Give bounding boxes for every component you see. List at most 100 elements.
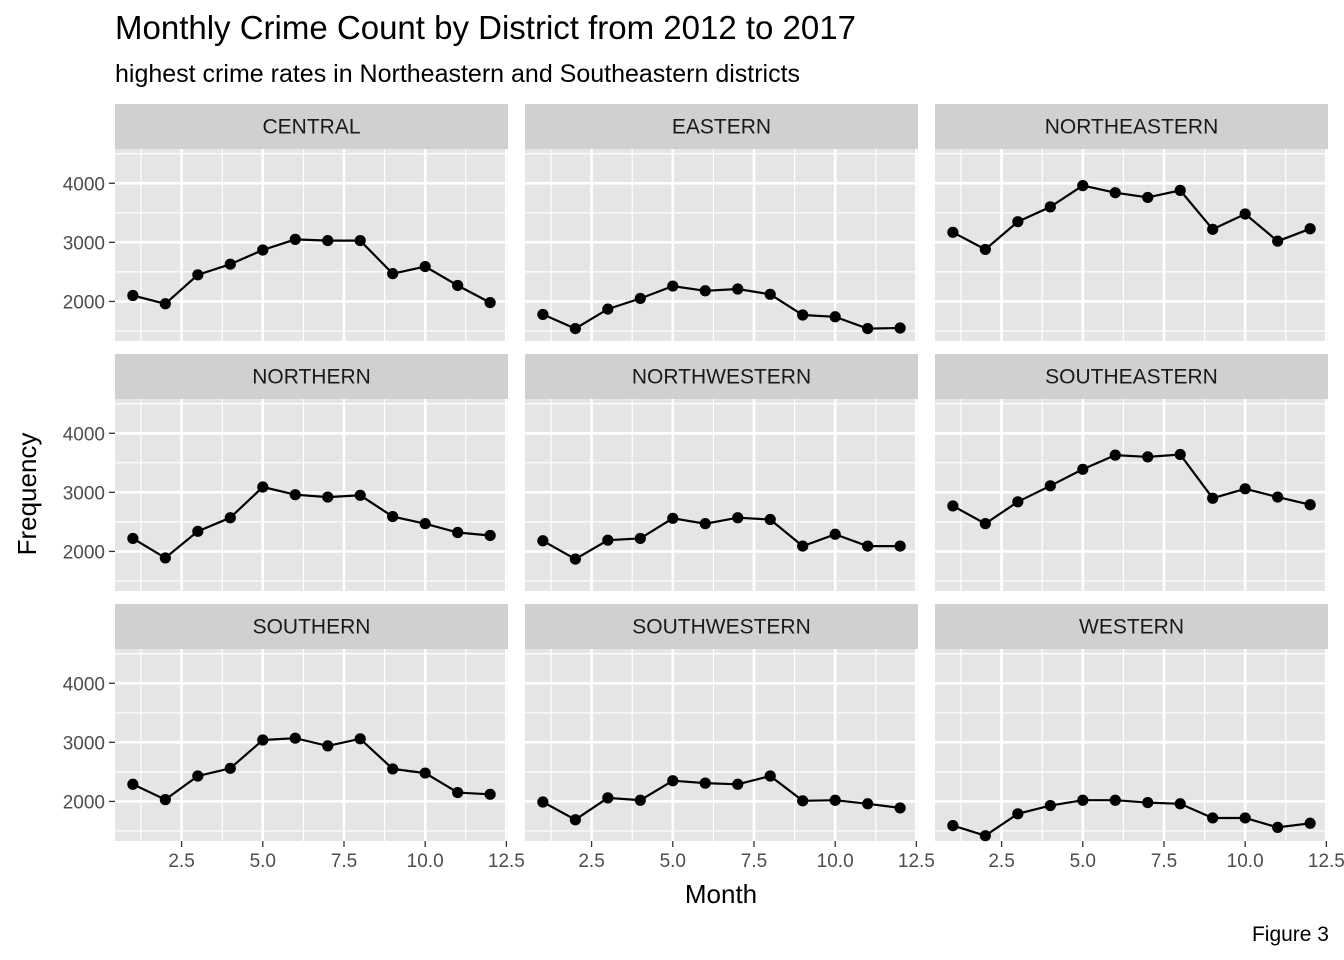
data-point-southern-9 (387, 763, 399, 775)
data-point-eastern-3 (602, 303, 614, 315)
data-point-southeastern-3 (1012, 496, 1024, 508)
x-tick-label: 5.0 (660, 851, 686, 872)
data-point-northwestern-9 (797, 540, 809, 552)
data-point-northern-1 (127, 532, 139, 545)
data-point-northeastern-11 (1272, 235, 1284, 247)
data-point-central-8 (354, 234, 366, 247)
data-point-southwestern-4 (634, 794, 646, 806)
y-axis-title: Frequency (12, 433, 42, 556)
data-point-southern-6 (289, 732, 301, 744)
data-point-northeastern-1 (947, 226, 959, 238)
strip-label-western: WESTERN (1079, 616, 1184, 639)
data-point-western-7 (1142, 797, 1154, 809)
data-point-western-8 (1174, 798, 1186, 810)
data-point-southern-5 (257, 734, 269, 746)
data-point-southern-7 (322, 740, 334, 752)
strip-eastern (525, 104, 918, 149)
data-point-eastern-5 (667, 280, 679, 292)
data-point-central-1 (127, 289, 139, 302)
facet-southeastern: SOUTHEASTERN (935, 354, 1328, 591)
data-point-southern-12 (484, 788, 496, 800)
data-point-southwestern-1 (537, 796, 549, 808)
facet-eastern: EASTERN (525, 104, 918, 341)
data-point-southwestern-6 (699, 777, 711, 789)
data-point-northwestern-7 (732, 512, 744, 524)
panel-bg-southern (115, 649, 508, 841)
facet-southwestern: SOUTHWESTERN (525, 604, 918, 841)
data-point-southern-10 (419, 767, 431, 779)
data-point-eastern-8 (764, 288, 776, 300)
data-point-northeastern-6 (1109, 187, 1121, 199)
facet-southern: SOUTHERN (115, 604, 508, 841)
data-point-western-10 (1239, 812, 1251, 824)
data-point-southwestern-10 (829, 794, 841, 806)
data-point-southeastern-4 (1044, 480, 1056, 492)
data-point-eastern-12 (894, 322, 906, 334)
data-point-southwestern-7 (732, 778, 744, 790)
panel-bg-western (935, 649, 1328, 841)
series-line-eastern (542, 284, 901, 330)
strip-label-southern: SOUTHERN (253, 616, 371, 639)
strip-central (115, 104, 508, 149)
data-point-northwestern-12 (894, 540, 906, 552)
data-point-northwestern-6 (699, 518, 711, 530)
data-point-southern-3 (192, 770, 204, 782)
x-tick-label: 5.0 (1070, 851, 1096, 872)
x-tick-label: 2.5 (988, 851, 1014, 872)
y-tick-label: 4000 (63, 674, 105, 695)
data-point-northern-6 (289, 489, 301, 501)
data-point-southeastern-1 (947, 500, 959, 512)
data-point-southeastern-2 (979, 518, 991, 530)
data-point-southwestern-3 (602, 792, 614, 804)
series-line-northern (132, 485, 491, 560)
data-point-southeastern-10 (1239, 483, 1251, 495)
grid-eastern (525, 149, 918, 341)
strip-label-southwestern: SOUTHWESTERN (632, 616, 811, 639)
strip-northwestern (525, 354, 918, 399)
data-point-western-12 (1304, 817, 1316, 829)
data-point-eastern-4 (634, 292, 646, 305)
data-point-northeastern-3 (1012, 216, 1024, 228)
x-tick-label: 7.5 (1151, 851, 1177, 872)
x-tick-label: 10.0 (407, 851, 444, 872)
data-point-central-10 (419, 260, 431, 273)
strip-northeastern (935, 104, 1328, 149)
y-tick-label: 2000 (63, 792, 105, 813)
data-point-southeastern-9 (1207, 492, 1219, 504)
data-point-southwestern-9 (797, 795, 809, 807)
x-tick-label: 5.0 (250, 851, 276, 872)
data-point-central-2 (159, 298, 171, 310)
y-axes: 2000 3000 4000 2000 3000 4000 2000 3000 4000 (63, 174, 115, 813)
data-point-eastern-10 (829, 311, 841, 323)
data-point-eastern-1 (537, 308, 549, 321)
x-tick-label: 10.0 (1227, 851, 1264, 872)
data-point-northwestern-3 (602, 534, 614, 546)
panel-bg-central (115, 149, 508, 341)
strip-northern (115, 354, 508, 399)
y-tick-label: 3000 (63, 233, 105, 254)
series-line-southeastern (952, 453, 1311, 525)
data-point-southern-4 (224, 762, 236, 774)
grid-northern (115, 399, 508, 591)
data-point-northern-5 (257, 481, 269, 493)
data-point-northwestern-4 (634, 532, 646, 545)
data-point-southeastern-7 (1142, 451, 1154, 463)
facet-northern: NORTHERN (115, 354, 508, 591)
series-line-southern (132, 737, 491, 801)
data-point-western-1 (947, 820, 959, 832)
y-tick-label: 3000 (63, 483, 105, 504)
data-point-southeastern-8 (1174, 448, 1186, 461)
data-point-northwestern-2 (569, 553, 581, 565)
data-point-northeastern-12 (1304, 223, 1316, 235)
grid-southeastern (935, 399, 1328, 591)
data-point-northern-11 (452, 526, 464, 539)
y-tick-label: 2000 (63, 292, 105, 313)
strip-label-northern: NORTHERN (252, 366, 371, 389)
x-tick-label: 12.5 (488, 851, 525, 872)
data-point-western-6 (1109, 794, 1121, 806)
data-point-central-4 (224, 258, 236, 270)
data-point-northeastern-4 (1044, 201, 1056, 213)
data-point-western-11 (1272, 821, 1284, 834)
data-point-northern-8 (354, 489, 366, 501)
